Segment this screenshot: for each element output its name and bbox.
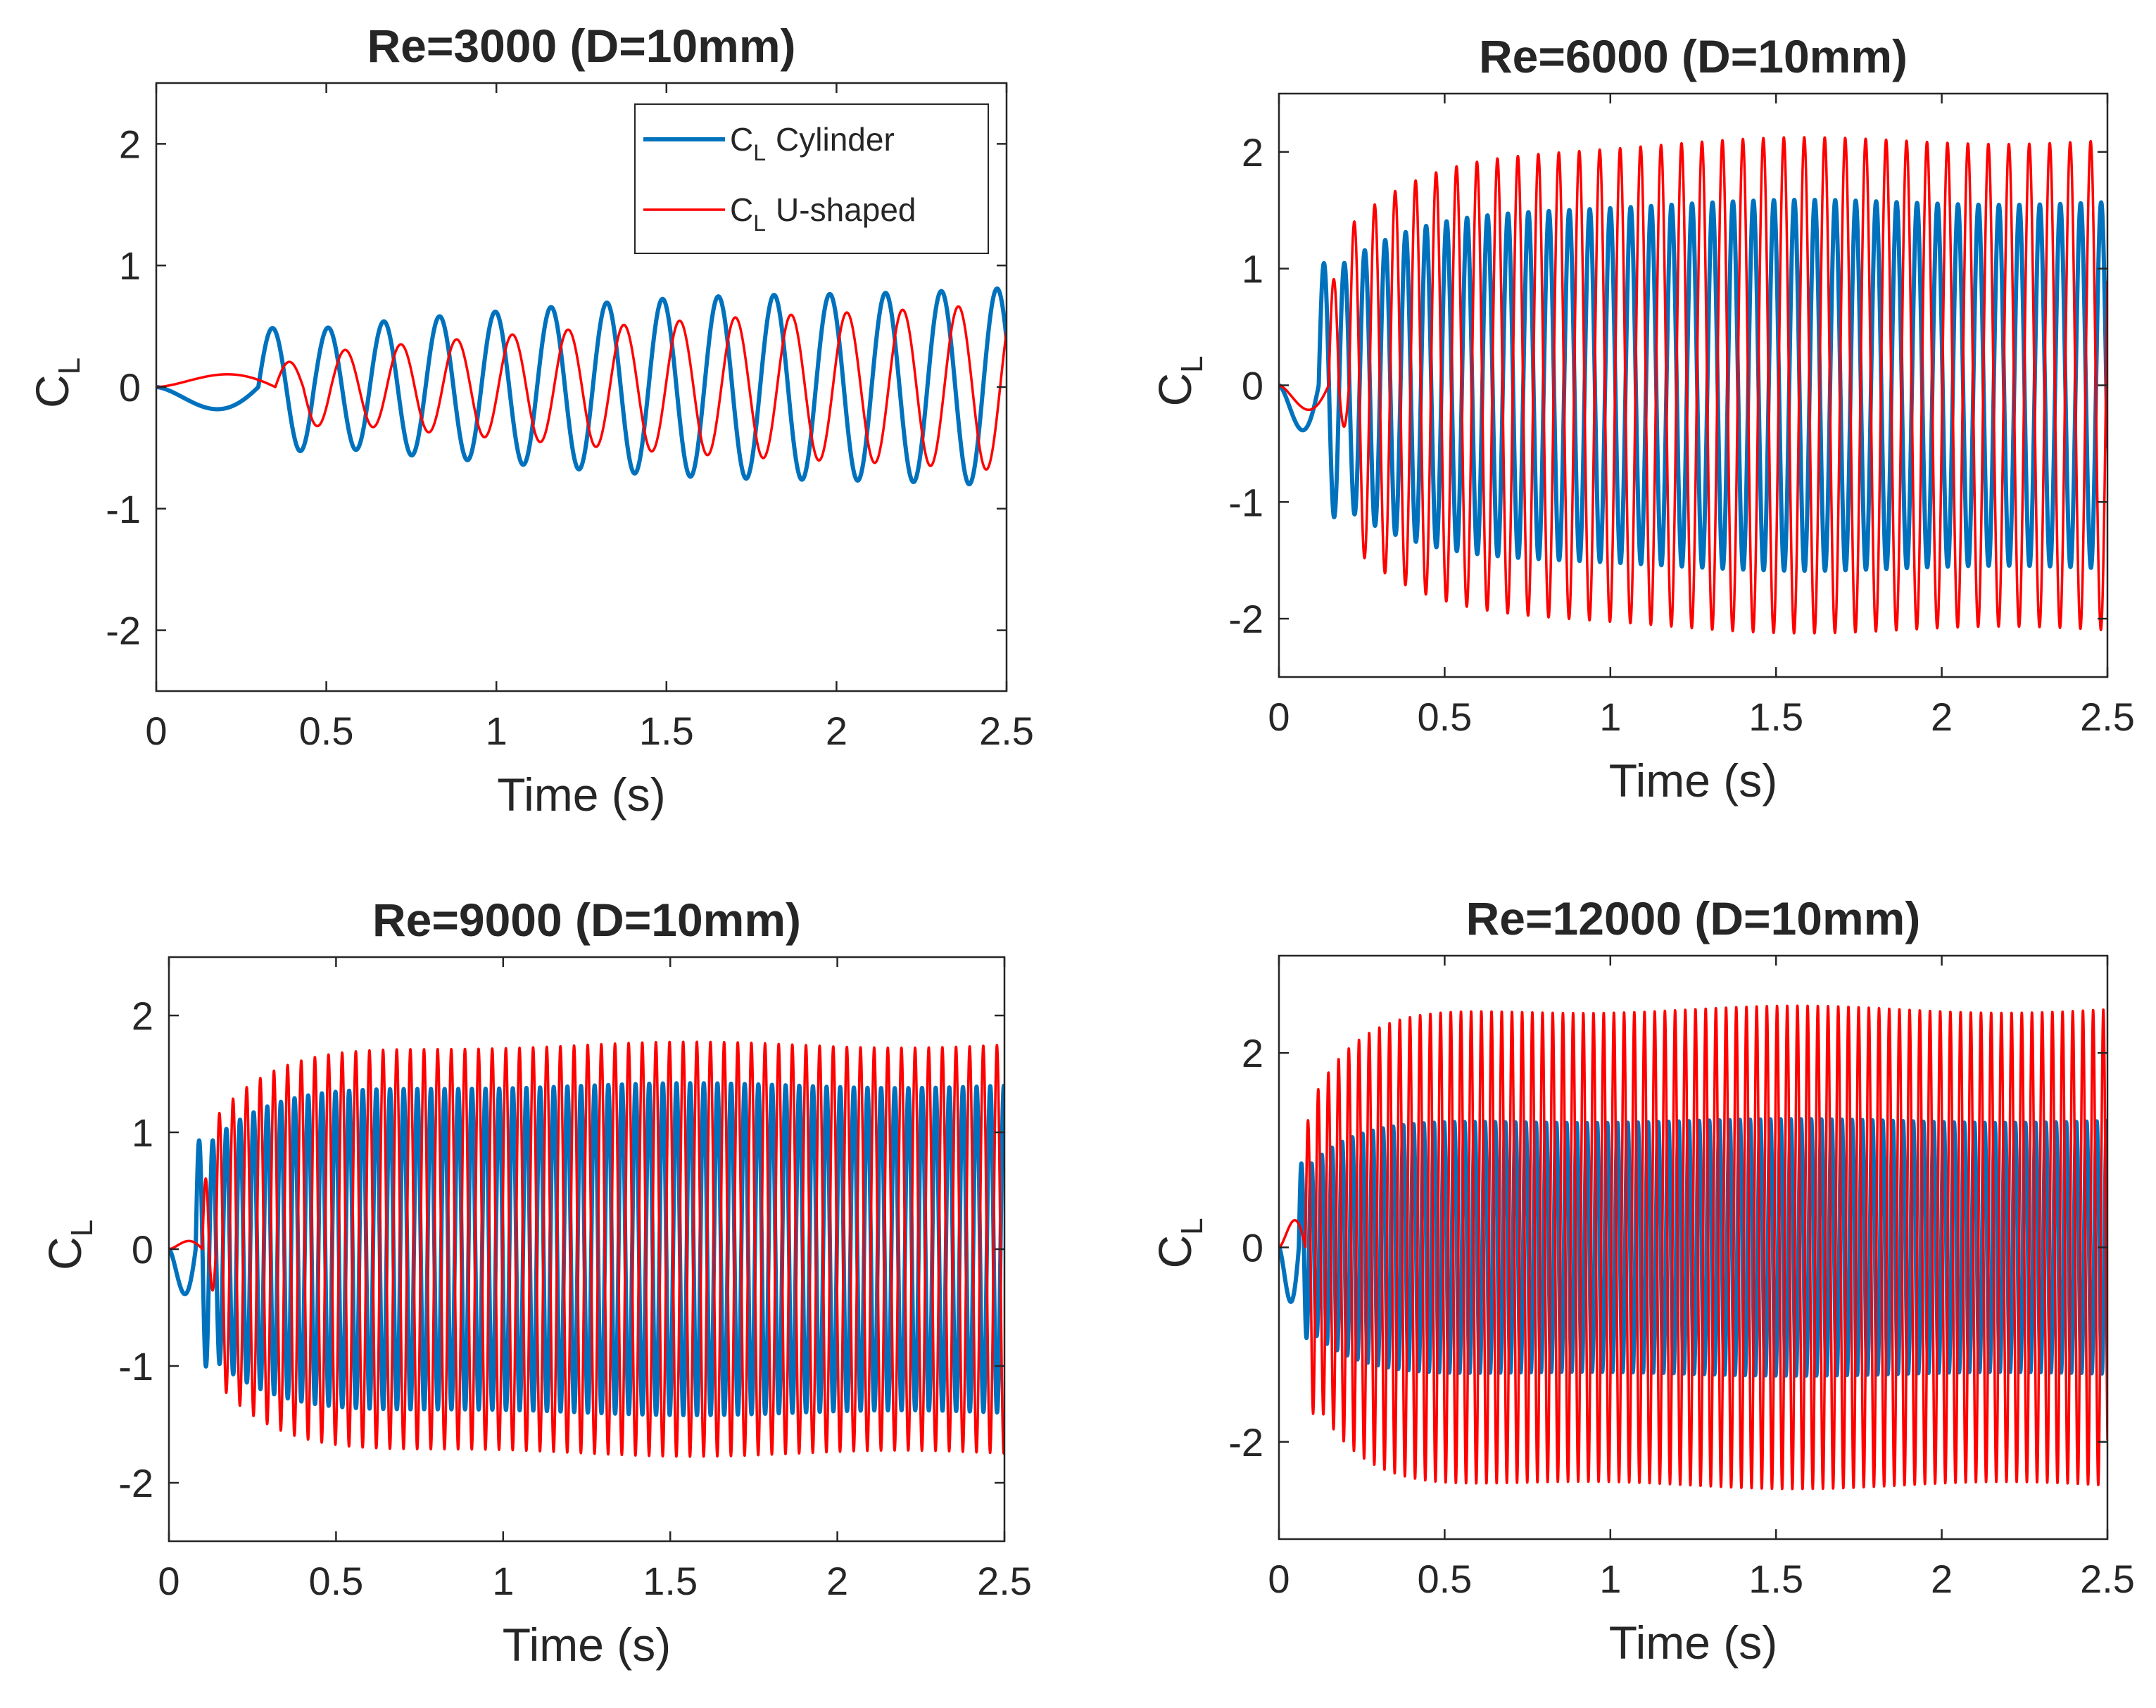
x-tick-label: 1.5 (643, 1559, 698, 1603)
y-tick-label: 1 (119, 243, 141, 288)
legend: CL Cylinder CL U-shaped (634, 103, 989, 254)
y-tick-label: 0 (1242, 1226, 1263, 1270)
chart-title: Re=3000 (D=10mm) (367, 20, 795, 72)
series-line-u-shaped (1279, 136, 2107, 635)
x-tick-label: 0.5 (299, 709, 354, 753)
y-tick-label: -2 (1228, 1420, 1263, 1465)
chart-panel-2: 0 0.5 1 1.5 2 2.5 -2 -1 0 1 2 Re=6000 (D=10mm) Time … (1149, 30, 2135, 806)
chart-panel-4: 0 0.5 1 1.5 2 2.5 -2 0 2 Re=12000 (D=10mm) Time (s… (1149, 892, 2135, 1669)
y-tick-label: -1 (118, 1344, 153, 1388)
x-tick-label: 0 (1268, 1557, 1290, 1601)
y-axis-label: CL (1149, 355, 1209, 406)
y-axis-label: CL (39, 1220, 99, 1270)
x-tick-label: 2 (1931, 1557, 1953, 1601)
legend-entry-2: CL U-shaped (730, 191, 916, 236)
chart-title: Re=9000 (D=10mm) (372, 894, 801, 946)
y-tick-label: -2 (1228, 597, 1263, 641)
x-axis-label: Time (s) (1609, 754, 1778, 806)
series-line-cylinder (169, 1081, 1004, 1417)
x-tick-label: 1.5 (1748, 1557, 1803, 1601)
chart-panel-1: 0 0.5 1 1.5 2 2.5 -2 -1 0 1 2 Re=3000 (D=10mm) Time … (26, 20, 1034, 821)
x-tick-label: 1 (492, 1559, 514, 1603)
x-axis-label: Time (s) (503, 1619, 672, 1671)
x-tick-label: 2.5 (977, 1559, 1032, 1603)
x-tick-label: 2 (1931, 695, 1953, 739)
x-tick-label: 0.5 (1417, 695, 1472, 739)
x-tick-label: 2 (826, 1559, 848, 1603)
x-tick-label: 0 (158, 1559, 179, 1603)
series-line-u-shaped (156, 305, 1007, 471)
chart-title: Re=12000 (D=10mm) (1466, 892, 1921, 944)
x-tick-label: 1 (1599, 1557, 1621, 1601)
x-tick-label: 2.5 (979, 709, 1034, 753)
x-tick-label: 1.5 (639, 709, 694, 753)
x-axis-label: Time (s) (1609, 1617, 1778, 1669)
x-tick-label: 0 (145, 709, 167, 753)
x-tick-label: 1.5 (1748, 695, 1803, 739)
series-line-cylinder (156, 286, 1007, 487)
y-axis-label: CL (26, 358, 87, 408)
x-tick-label: 0 (1268, 695, 1290, 739)
y-axis-label: CL (1149, 1217, 1209, 1268)
y-tick-label: 2 (132, 994, 153, 1038)
x-tick-label: 2 (826, 709, 847, 753)
y-tick-label: 0 (119, 365, 141, 410)
series-line-u-shaped (1279, 1004, 2107, 1491)
x-tick-label: 1 (486, 709, 508, 753)
y-tick-label: 1 (132, 1111, 153, 1155)
y-tick-label: 2 (119, 122, 141, 166)
x-tick-label: 1 (1599, 695, 1621, 739)
x-tick-label: 0.5 (1417, 1557, 1472, 1601)
y-tick-label: 2 (1242, 1031, 1263, 1075)
y-tick-label: -2 (118, 1461, 153, 1505)
legend-entry-1: CL Cylinder (730, 121, 895, 165)
x-tick-label: 0.5 (308, 1559, 363, 1603)
y-tick-label: 2 (1242, 130, 1263, 175)
series-line-cylinder (1279, 197, 2107, 574)
y-tick-label: 0 (132, 1227, 153, 1272)
y-tick-label: 0 (1242, 364, 1263, 408)
chart-panel-3: 0 0.5 1 1.5 2 2.5 -2 -1 0 1 2 Re=9000 (D=10mm) Time … (39, 894, 1032, 1671)
legend-box (634, 103, 989, 254)
x-tick-label: 2.5 (2080, 695, 2135, 739)
chart-title: Re=6000 (D=10mm) (1479, 30, 1908, 82)
y-tick-label: -2 (106, 609, 141, 653)
y-tick-label: -1 (1228, 480, 1263, 524)
x-axis-label: Time (s) (497, 768, 666, 821)
series-line-u-shaped (169, 1040, 1004, 1458)
y-tick-label: -1 (106, 487, 141, 531)
y-tick-label: 1 (1242, 247, 1263, 291)
x-tick-label: 2.5 (2080, 1557, 2135, 1601)
